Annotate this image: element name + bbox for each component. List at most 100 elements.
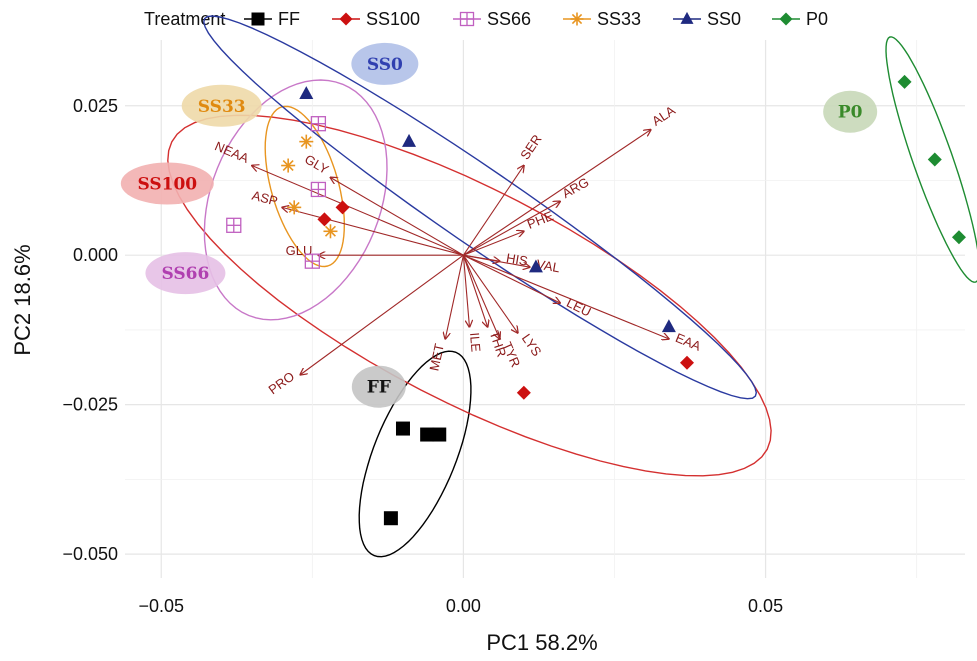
legend-key-marker (251, 12, 265, 26)
x-tick-label: 0.05 (748, 596, 783, 616)
loading-arrow-gly (330, 177, 464, 256)
x-tick-label: −0.05 (138, 596, 184, 616)
legend-entry-p0: P0 (772, 9, 828, 29)
ellipse-ss100 (167, 114, 772, 477)
badge-label: SS33 (198, 97, 246, 117)
loading-label-eaa: EAA (673, 330, 703, 354)
point-ff (432, 427, 447, 442)
legend-label: SS0 (707, 9, 741, 29)
point-ss66 (310, 181, 327, 198)
loading-label-arg: ARG (560, 174, 592, 201)
point-ss33 (281, 158, 296, 173)
legend-entry-ss33: SS33 (563, 9, 641, 29)
loading-arrow-ser (462, 166, 523, 256)
loading-arrow-lys (462, 254, 517, 333)
point-ss33 (299, 134, 314, 149)
legend-label: SS33 (597, 9, 641, 29)
badge-label: SS100 (137, 174, 197, 194)
loading-label-ile: ILE (467, 332, 484, 353)
y-tick-label: −0.050 (62, 544, 118, 564)
legend-label: SS66 (487, 9, 531, 29)
loading-label-glu: GLU (286, 243, 313, 258)
legend-title: Treatment (144, 9, 225, 29)
ellipse-p0 (885, 36, 977, 283)
badge-ff: FF (351, 365, 406, 408)
point-ss66 (304, 253, 320, 269)
point-ss66 (226, 217, 242, 233)
point-ss100 (317, 212, 332, 227)
point-p0 (927, 152, 942, 167)
badge-ss100: SS100 (120, 162, 214, 205)
point-ss66 (310, 116, 327, 132)
loading-arrow-asp (282, 207, 464, 256)
point-ss100 (335, 200, 350, 215)
loading-arrow-ala (463, 130, 650, 256)
ellipse-ss0 (203, 15, 758, 400)
loading-label-thr: THR (487, 329, 510, 359)
loading-label-ser: SER (517, 132, 544, 163)
legend-key-marker (339, 12, 353, 26)
legend-key-marker (779, 12, 793, 26)
loading-arrow-met (445, 255, 464, 339)
loading-arrow-thr (462, 255, 487, 327)
point-ff (395, 421, 410, 436)
legend-key-marker (459, 11, 475, 27)
badge-p0: P0 (823, 90, 878, 133)
loading-label-ala: ALA (649, 102, 678, 128)
legend-entry-ss0: SS0 (673, 9, 741, 29)
badge-label: FF (367, 378, 391, 398)
group-labels: SS0 SS33 SS100 SS66 FF P0 (120, 42, 878, 408)
y-axis-title: PC2 18.6% (10, 244, 35, 355)
y-tick-label: 0.025 (73, 96, 118, 116)
badge-label: SS66 (162, 264, 210, 284)
badge-ss66: SS66 (145, 252, 226, 295)
badge-label: P0 (838, 103, 863, 123)
loading-label-gly: GLY (302, 151, 331, 177)
point-ss0 (528, 259, 543, 273)
loading-arrow-tyr (462, 254, 499, 339)
point-ss33 (287, 200, 302, 215)
loading-arrow-val (463, 254, 529, 267)
point-ff (420, 427, 435, 442)
badge-ss0: SS0 (351, 42, 419, 85)
point-ss0 (299, 86, 314, 100)
loading-arrow-pro (300, 254, 464, 375)
point-ff (383, 511, 398, 526)
loading-label-neaa: NEAA (213, 138, 252, 166)
y-tick-label: −0.025 (62, 395, 118, 415)
loading-arrow-leu (463, 254, 560, 303)
legend-label: SS100 (366, 9, 420, 29)
loading-arrow-neaa (252, 166, 464, 256)
axis-ticks: −0.05 0.00 0.05 0.025 0.000 −0.025 −0.050 (62, 96, 783, 616)
x-axis-title: PC1 58.2% (486, 630, 597, 655)
loading-label-asp: ASP (250, 188, 279, 209)
legend-key-marker (680, 11, 694, 24)
loading-label-met: MET (426, 342, 446, 372)
loading-label-lys: LYS (519, 331, 545, 359)
legend-label: FF (278, 9, 300, 29)
legend-label: P0 (806, 9, 828, 29)
loading-arrow-ile (462, 255, 469, 327)
point-ss100 (680, 355, 695, 370)
badge-label: SS0 (367, 55, 403, 75)
loading-arrow-arg (463, 201, 560, 256)
loading-arrow-eaa (463, 254, 668, 339)
point-ss33 (323, 224, 338, 239)
badge-ss33: SS33 (181, 84, 262, 127)
point-ss0 (402, 133, 417, 147)
point-p0 (951, 230, 966, 245)
data-points (226, 74, 966, 526)
loading-label-pro: PRO (266, 369, 298, 398)
legend-entry-ss100: SS100 (332, 9, 420, 29)
loading-label-phe: PHE (525, 208, 556, 232)
point-ss100 (516, 385, 531, 400)
point-ss0 (661, 319, 676, 333)
legend: Treatment FF SS100 SS66 SS33 SS0 P0 (144, 9, 828, 29)
y-tick-label: 0.000 (73, 245, 118, 265)
legend-entry-ss66: SS66 (453, 9, 531, 29)
point-p0 (897, 74, 912, 89)
legend-key-marker (570, 12, 584, 26)
legend-entry-ff: FF (244, 9, 300, 29)
